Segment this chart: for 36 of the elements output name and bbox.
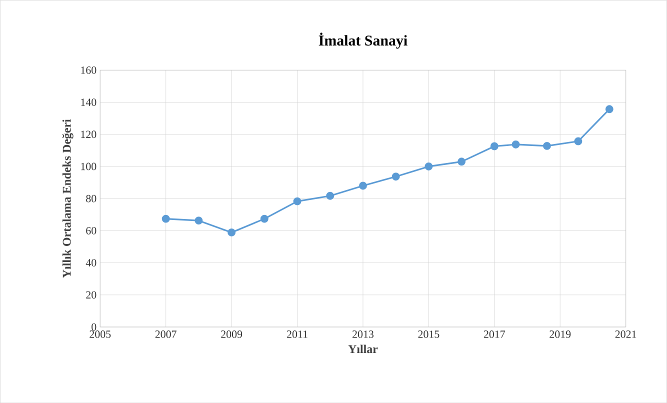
x-tick-label: 2021 xyxy=(615,330,636,338)
point xyxy=(326,192,334,200)
x-tick-label: 2011 xyxy=(287,330,308,338)
point xyxy=(228,228,236,236)
y-axis-title: Yıllık Ortalama Endeks Değeri xyxy=(62,119,74,278)
y-tick-label: 160 xyxy=(81,66,96,74)
x-tick-label: 2009 xyxy=(221,330,242,338)
y-tick-label: 80 xyxy=(86,194,96,202)
point xyxy=(542,142,551,150)
x-tick-label: 2005 xyxy=(90,330,111,338)
y-tick-label: 40 xyxy=(86,259,96,266)
point xyxy=(293,197,302,206)
y-tick-label: 20 xyxy=(86,291,96,299)
point xyxy=(359,182,367,190)
point xyxy=(574,137,582,146)
point xyxy=(512,140,520,148)
x-tick-label: 2015 xyxy=(418,330,440,338)
x-tick-label: 2017 xyxy=(484,330,506,338)
y-tick-label: 120 xyxy=(81,130,96,138)
point xyxy=(424,162,433,170)
x-tick-label: 2019 xyxy=(550,330,571,338)
point xyxy=(490,142,498,150)
y-tick-label: 60 xyxy=(86,226,96,234)
y-tick-label: 140 xyxy=(81,98,96,106)
point xyxy=(260,214,268,223)
x-axis-title: Yıllar xyxy=(348,344,378,354)
point xyxy=(605,105,614,114)
point xyxy=(162,214,170,223)
x-tick-label: 2013 xyxy=(352,330,374,338)
chart-title: İmalat Sanayi xyxy=(318,32,408,49)
point xyxy=(194,216,203,224)
y-tick-label: 0 xyxy=(92,323,96,331)
y-tick-label: 100 xyxy=(81,162,96,170)
x-tick-label: 2007 xyxy=(155,330,176,338)
point xyxy=(458,158,466,166)
point xyxy=(392,172,400,180)
